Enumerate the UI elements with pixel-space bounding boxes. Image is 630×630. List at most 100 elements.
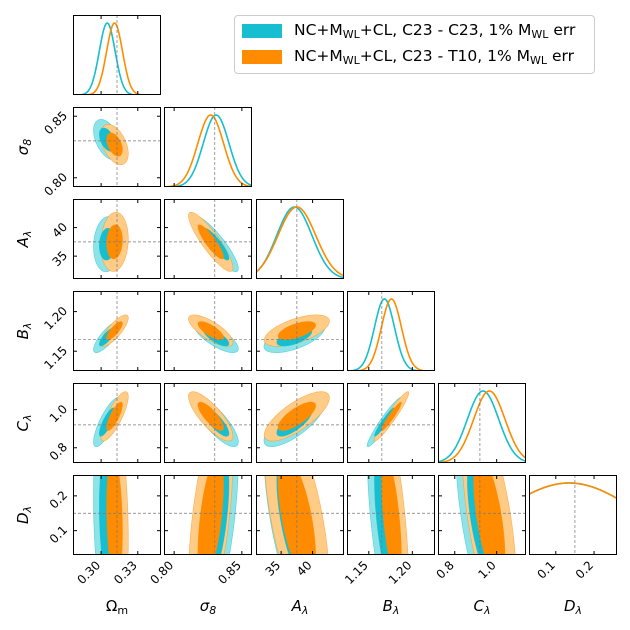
y-axis-label-B: Bλ [14,323,34,340]
panel-frame [256,199,344,279]
y-axis-label-D: Dλ [14,506,34,524]
marginal-curve-cyan [256,206,344,279]
panel-frame [256,383,344,463]
panel-frame [73,383,161,463]
panel-frame [164,383,252,463]
contour-68-orange [277,401,317,431]
panel-Om-C [73,383,161,463]
y-tick-label-D: 0.1 [47,523,70,546]
y-tick-label-C: 1.0 [47,402,70,425]
marginal-curve-cyan [347,298,435,371]
y-tick-label-B: 1.15 [41,343,70,372]
panel-frame [73,199,161,279]
x-tick-label-s8: 0.80 [147,558,176,587]
legend-entry-c23-t10: NC+MWL+CL, C23 - T10, 1% MWL err [242,47,574,67]
panel-s8-D [164,475,252,555]
contour-68-orange [381,475,402,555]
x-axis-label-B: Bλ [383,597,400,617]
x-tick-label-D: 0.1 [535,558,558,581]
x-tick-label-D: 0.2 [573,558,596,581]
panel-frame [438,475,526,555]
contour-68-orange [106,475,123,555]
panel-frame [73,107,161,187]
panel-Om-A [73,199,161,279]
panel-Om-D [73,475,161,555]
panel-frame [73,291,161,371]
contour-68-orange [473,475,506,555]
contour-68-orange [197,401,224,431]
panel-frame [438,383,526,463]
x-axis-label-s8: σ8 [200,597,217,617]
y-tick-label-s8: 0.80 [41,170,70,199]
panel-Om [73,15,161,95]
legend-swatch-cyan [242,24,282,38]
panel-B-C [347,383,435,463]
marginal-curve-orange [529,482,617,500]
x-tick-label-A: 35 [263,558,284,579]
x-tick-label-Om: 0.33 [111,558,140,587]
panel-frame [164,291,252,371]
contour-68-orange [106,321,123,341]
x-axis-label-D: Dλ [564,597,582,617]
panel-frame [164,107,252,187]
panel-B-D [347,475,435,555]
panel-frame [347,475,435,555]
contour-68-orange [277,321,317,341]
y-tick-label-C: 0.8 [47,440,70,463]
marginal-curve-cyan [73,22,161,95]
panel-A-B [256,291,344,371]
panel-s8-A [164,199,252,279]
x-axis-label-C: Cλ [474,597,491,617]
panel-frame [164,199,252,279]
x-tick-label-B: 1.15 [342,558,371,587]
panel-B [347,291,435,371]
panel-frame [73,15,161,95]
marginal-curve-cyan [164,114,252,187]
panel-frame [256,475,344,555]
legend-label-c23-t10: NC+MWL+CL, C23 - T10, 1% MWL err [294,47,574,67]
legend-label-c23-c23: NC+MWL+CL, C23 - C23, 1% MWL err [294,21,576,41]
panel-D [529,475,617,555]
panel-Om-s8 [73,107,161,187]
y-axis-label-C: Cλ [14,415,34,432]
x-tick-label-Om: 0.30 [74,558,103,587]
legend: NC+MWL+CL, C23 - C23, 1% MWL err NC+MWL+… [234,15,595,74]
x-tick-label-C: 0.8 [433,558,456,581]
legend-swatch-orange [242,50,282,64]
marginal-curve-orange [164,114,252,187]
marginal-curve-cyan [438,390,526,463]
contour-68-orange [106,401,123,431]
x-tick-label-A: 40 [294,558,315,579]
y-tick-label-D: 0.2 [47,488,70,511]
panel-frame [256,291,344,371]
contour-68-orange [106,132,123,157]
panel-s8-B [164,291,252,371]
x-tick-label-C: 1.0 [475,558,498,581]
contour-68-orange [277,475,316,555]
panel-frame [164,475,252,555]
panel-s8 [164,107,252,187]
y-tick-label-B: 1.20 [41,304,70,333]
legend-entry-c23-c23: NC+MWL+CL, C23 - C23, 1% MWL err [242,21,575,41]
y-axis-label-s8: σ8 [14,139,34,156]
panel-C [438,383,526,463]
marginal-curve-orange [256,206,344,277]
panel-frame [347,383,435,463]
panel-A [256,199,344,279]
x-axis-label-A: Aλ [291,597,309,617]
x-tick-label-s8: 0.85 [215,558,244,587]
panel-frame [347,291,435,371]
y-tick-label-A: 40 [49,220,70,241]
x-axis-label-Om: Ωm [106,597,128,617]
panel-A-D [256,475,344,555]
marginal-curve-orange [438,390,526,463]
contour-68-orange [197,475,224,555]
y-tick-label-A: 35 [49,248,70,269]
y-tick-label-s8: 0.85 [41,108,70,137]
panel-s8-C [164,383,252,463]
panel-Om-B [73,291,161,371]
x-tick-label-B: 1.20 [386,558,415,587]
panel-A-C [256,383,344,463]
panel-frame [529,475,617,555]
